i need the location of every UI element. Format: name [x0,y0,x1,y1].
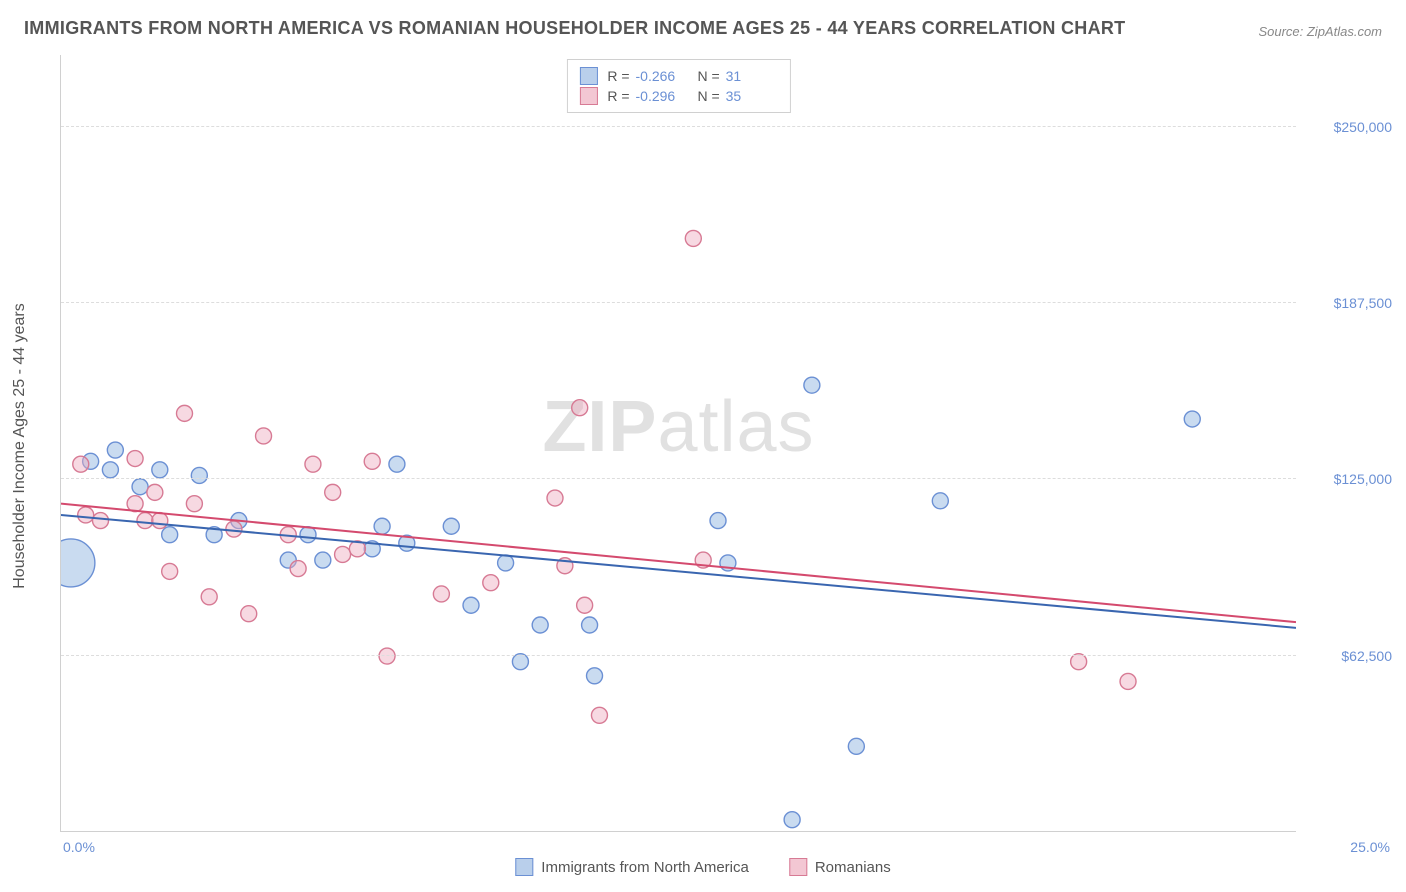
data-point [804,377,820,393]
data-point [93,513,109,529]
data-point [300,527,316,543]
plot-area: ZIPatlas R = -0.266 N = 31 R = -0.296 N … [60,55,1296,832]
y-tick-label: $250,000 [1302,119,1392,135]
gridline: $125,000 [61,478,1296,479]
data-point [102,462,118,478]
gridline: $62,500 [61,655,1296,656]
y-tick-label: $125,000 [1302,471,1392,487]
data-point [443,518,459,534]
data-point [577,597,593,613]
data-point [107,442,123,458]
data-point [226,521,242,537]
data-point [1071,654,1087,670]
data-point [186,496,202,512]
data-point [61,539,95,587]
swatch-blue [515,858,533,876]
data-point [710,513,726,529]
data-point [73,456,89,472]
data-point [379,648,395,664]
legend-item: Immigrants from North America [515,858,749,876]
data-point [389,456,405,472]
data-point [483,575,499,591]
data-point [591,707,607,723]
data-point [685,230,701,246]
data-point [784,812,800,828]
data-point [127,451,143,467]
source-label: Source: ZipAtlas.com [1258,24,1382,39]
data-point [137,513,153,529]
data-point [325,484,341,500]
y-tick-label: $187,500 [1302,295,1392,311]
data-point [147,484,163,500]
data-point [582,617,598,633]
data-point [162,527,178,543]
data-point [177,405,193,421]
data-point [364,453,380,469]
data-point [532,617,548,633]
y-axis-title: Householder Income Ages 25 - 44 years [11,303,29,589]
data-point [78,507,94,523]
data-point [433,586,449,602]
gridline: $187,500 [61,302,1296,303]
data-point [256,428,272,444]
legend-label-blue: Immigrants from North America [541,859,749,876]
data-point [463,597,479,613]
data-point [305,456,321,472]
swatch-pink [789,858,807,876]
data-point [572,400,588,416]
data-point [848,738,864,754]
data-point [191,467,207,483]
trend-line [61,504,1296,623]
data-point [374,518,390,534]
data-point [241,606,257,622]
data-point [547,490,563,506]
data-point [162,563,178,579]
data-point [201,589,217,605]
data-point [132,479,148,495]
data-point [152,513,168,529]
y-tick-label: $62,500 [1302,648,1392,664]
data-point [152,462,168,478]
data-point [335,546,351,562]
data-point [1120,673,1136,689]
data-point [290,561,306,577]
x-tick-max: 25.0% [1350,839,1390,855]
data-point [512,654,528,670]
gridline: $250,000 [61,126,1296,127]
legend-label-pink: Romanians [815,859,891,876]
chart-title: IMMIGRANTS FROM NORTH AMERICA VS ROMANIA… [24,18,1125,39]
scatter-svg [61,55,1296,831]
data-point [587,668,603,684]
data-point [498,555,514,571]
data-point [932,493,948,509]
x-tick-min: 0.0% [63,839,95,855]
data-point [315,552,331,568]
data-point [1184,411,1200,427]
series-legend: Immigrants from North America Romanians [515,858,890,876]
legend-item: Romanians [789,858,891,876]
